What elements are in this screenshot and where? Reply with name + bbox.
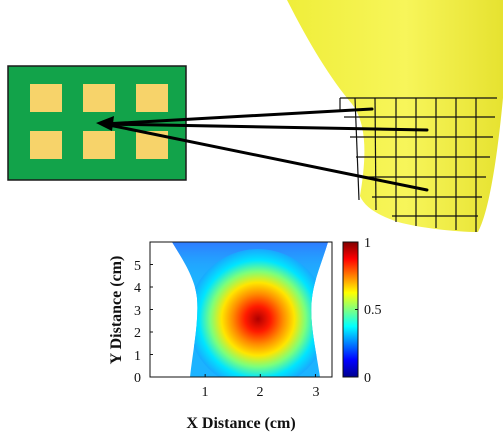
heatmap-chart: 1 2 3 0 1 2 3 4 5 X Distance (cm) Y Dist…	[108, 236, 382, 432]
x-tick-label: 2	[257, 385, 264, 400]
sensor-pad	[83, 84, 115, 112]
y-tick-label: 4	[134, 281, 141, 296]
hand-shape	[287, 0, 503, 232]
x-tick-label: 1	[202, 385, 209, 400]
y-axis-label: Y Distance (cm)	[108, 256, 125, 365]
arrow-line	[102, 122, 429, 132]
sensor-pad	[30, 131, 62, 159]
colorbar-tick-label: 0.5	[364, 303, 382, 318]
arrowhead	[96, 116, 114, 131]
palm-grid	[339, 97, 497, 232]
y-tick-label: 1	[134, 349, 141, 364]
y-tick-labels: 0 1 2 3 4 5	[134, 259, 141, 386]
y-tick-label: 2	[134, 326, 141, 341]
arrow-line	[102, 122, 429, 192]
sensor-pad	[83, 131, 115, 159]
colorbar-tick-label: 1	[364, 236, 371, 251]
y-tick-label: 0	[134, 371, 141, 386]
arrows	[96, 107, 429, 192]
tick-marks	[150, 264, 316, 378]
y-tick-label: 5	[134, 259, 141, 274]
heatmap-peak	[188, 249, 328, 377]
x-tick-labels: 1 2 3	[202, 385, 320, 400]
arrow-line	[102, 107, 374, 126]
colorbar-tick-label: 0	[364, 371, 371, 386]
heatmap-field	[172, 242, 328, 377]
x-axis-label: X Distance (cm)	[186, 415, 295, 432]
sensor-pad	[136, 84, 168, 112]
y-tick-label: 3	[134, 304, 141, 319]
x-tick-label: 3	[313, 385, 320, 400]
hand-illustration	[287, 0, 503, 232]
sensor-pad	[30, 84, 62, 112]
